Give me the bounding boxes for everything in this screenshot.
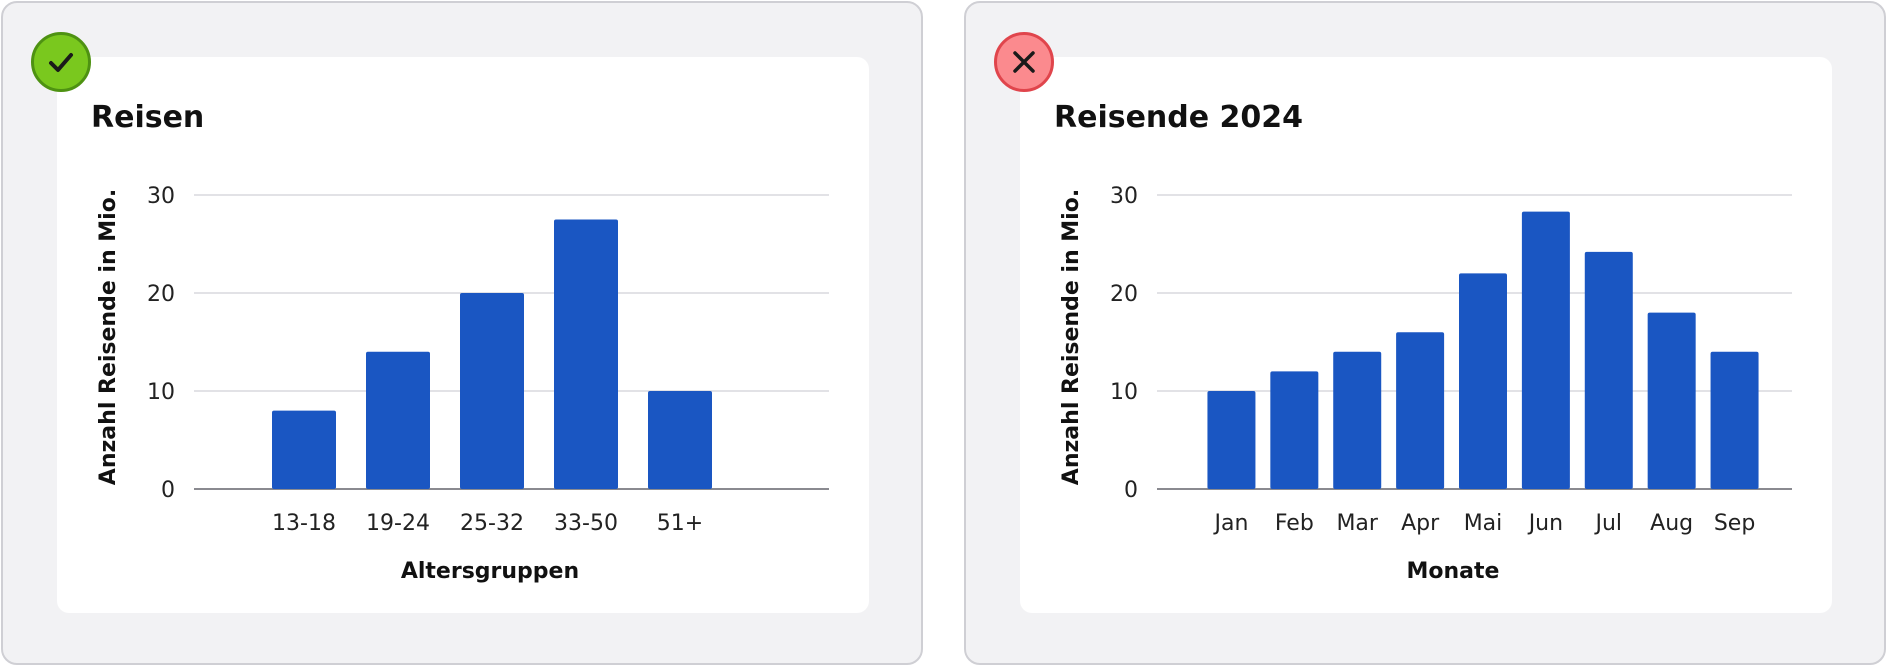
bar-chart-months: Reisende 2024 0 10 20 30 Jan Feb Mar Apr Mai Jun J… <box>1054 100 1792 584</box>
x-tick-label: Jun <box>1527 511 1563 536</box>
bar <box>1270 371 1319 489</box>
bar <box>1396 332 1445 489</box>
checkmark-icon <box>49 53 73 72</box>
y-tick-label: 10 <box>1110 380 1138 405</box>
y-tick-label: 20 <box>147 282 175 307</box>
bar <box>1459 273 1507 489</box>
x-tick-label: 33-50 <box>554 511 618 536</box>
x-tick-label: 51+ <box>657 511 703 536</box>
y-tick-label: 30 <box>147 184 175 209</box>
y-axis-label: Anzahl Reisende in Mio. <box>96 189 121 485</box>
y-tick-label: 10 <box>147 380 175 405</box>
y-tick-label: 0 <box>1124 478 1138 503</box>
bar <box>1584 251 1633 489</box>
bad-example-panel: Reisende 2024 0 10 20 30 Jan Feb Mar Apr Mai Jun J… <box>964 1 1886 665</box>
plot-area: 0 10 20 30 Jan Feb Mar Apr Mai Jun Jul Aug Sep <box>1110 184 1792 536</box>
x-tick-label: 19-24 <box>366 511 430 536</box>
y-tick-label: 30 <box>1110 184 1138 209</box>
chart-card: Reisende 2024 0 10 20 30 Jan Feb Mar Apr Mai Jun J… <box>1020 57 1832 613</box>
x-axis-label: Monate <box>1407 559 1500 584</box>
chart-title: Reisen <box>91 100 204 135</box>
bar <box>272 410 336 489</box>
y-tick-label: 0 <box>161 478 175 503</box>
close-icon <box>1013 51 1035 73</box>
bar <box>1207 391 1256 489</box>
chart-title: Reisende 2024 <box>1054 100 1303 135</box>
x-tick-label: Aug <box>1650 511 1693 536</box>
x-tick-label: Sep <box>1714 511 1755 536</box>
x-tick-label: 13-18 <box>272 511 336 536</box>
y-axis-label: Anzahl Reisende in Mio. <box>1059 189 1084 485</box>
bar <box>648 391 712 489</box>
bar <box>1521 211 1570 489</box>
x-tick-label: Mai <box>1464 511 1503 536</box>
plot-area: 0 10 20 30 13-18 19-24 25-32 33-50 51+ <box>147 184 829 536</box>
x-tick-label: Mar <box>1336 511 1378 536</box>
x-tick-label: Jul <box>1594 511 1623 536</box>
bar <box>1333 351 1382 489</box>
bar <box>366 351 430 489</box>
cross-badge <box>994 32 1054 92</box>
bar <box>460 293 524 489</box>
bar <box>1710 351 1759 489</box>
bar-chart-age-groups: Reisen 0 10 20 30 13-18 19-24 25-32 33-50 51+ An… <box>91 100 829 584</box>
bar <box>554 219 618 489</box>
chart-card: Reisen 0 10 20 30 13-18 19-24 25-32 33-50 51+ An… <box>57 57 869 613</box>
checkmark-badge <box>31 32 91 92</box>
x-tick-label: Apr <box>1401 511 1440 536</box>
x-tick-label: Feb <box>1275 511 1314 536</box>
good-example-panel: Reisen 0 10 20 30 13-18 19-24 25-32 33-50 51+ An… <box>1 1 923 665</box>
x-tick-label: 25-32 <box>460 511 524 536</box>
x-tick-label: Jan <box>1212 511 1248 536</box>
x-axis-label: Altersgruppen <box>401 559 579 584</box>
bar <box>1647 312 1696 489</box>
y-tick-label: 20 <box>1110 282 1138 307</box>
